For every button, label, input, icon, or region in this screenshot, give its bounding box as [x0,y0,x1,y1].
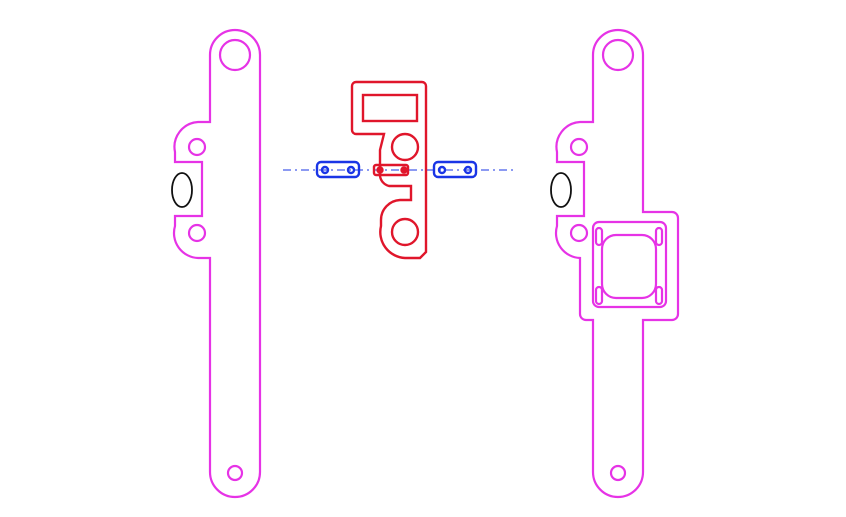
left-link[interactable] [315,160,361,179]
motor-mount-slot-tr [654,226,664,247]
left-arm-bottom-hole [226,464,244,482]
right-link-hole-a [437,165,447,175]
center-bracket[interactable] [350,80,428,260]
center-bracket-upper-hole [390,132,420,162]
motor-mount-center-cutout [600,233,658,300]
center-bracket-lower-hole [390,217,420,247]
left-arm[interactable] [172,28,262,499]
center-bracket-pin-left [376,166,384,174]
left-arm-slot [171,172,193,208]
left-link-body [315,160,361,179]
left-link-hole-a [320,165,330,175]
center-bracket-hinge-tab [372,163,410,177]
motor-mount-slot-bl [594,285,604,306]
left-arm-lug-hole-lower [187,223,207,243]
right-arm[interactable] [554,28,680,499]
right-arm-outline [554,28,680,499]
right-link[interactable] [432,160,478,179]
center-bracket-pin-right [400,166,408,174]
left-arm-outline [172,28,262,499]
left-arm-top-hole [218,38,252,72]
left-link-hole-b [346,165,356,175]
right-arm-lug-hole-upper [569,137,589,157]
motor-mount-pad [591,220,668,309]
right-link-hole-b [463,165,473,175]
right-link-body [432,160,478,179]
right-arm-slot [550,172,572,208]
right-arm-lug-hole-lower [569,223,589,243]
right-arm-top-hole [601,38,635,72]
motor-mount-slot-br [654,285,664,306]
left-arm-lug-hole-upper [187,137,207,157]
right-arm-bottom-hole [609,464,627,482]
motor-mount-slot-tl [594,226,604,247]
center-bracket-window [361,93,419,123]
center-bracket-outline [350,80,428,260]
